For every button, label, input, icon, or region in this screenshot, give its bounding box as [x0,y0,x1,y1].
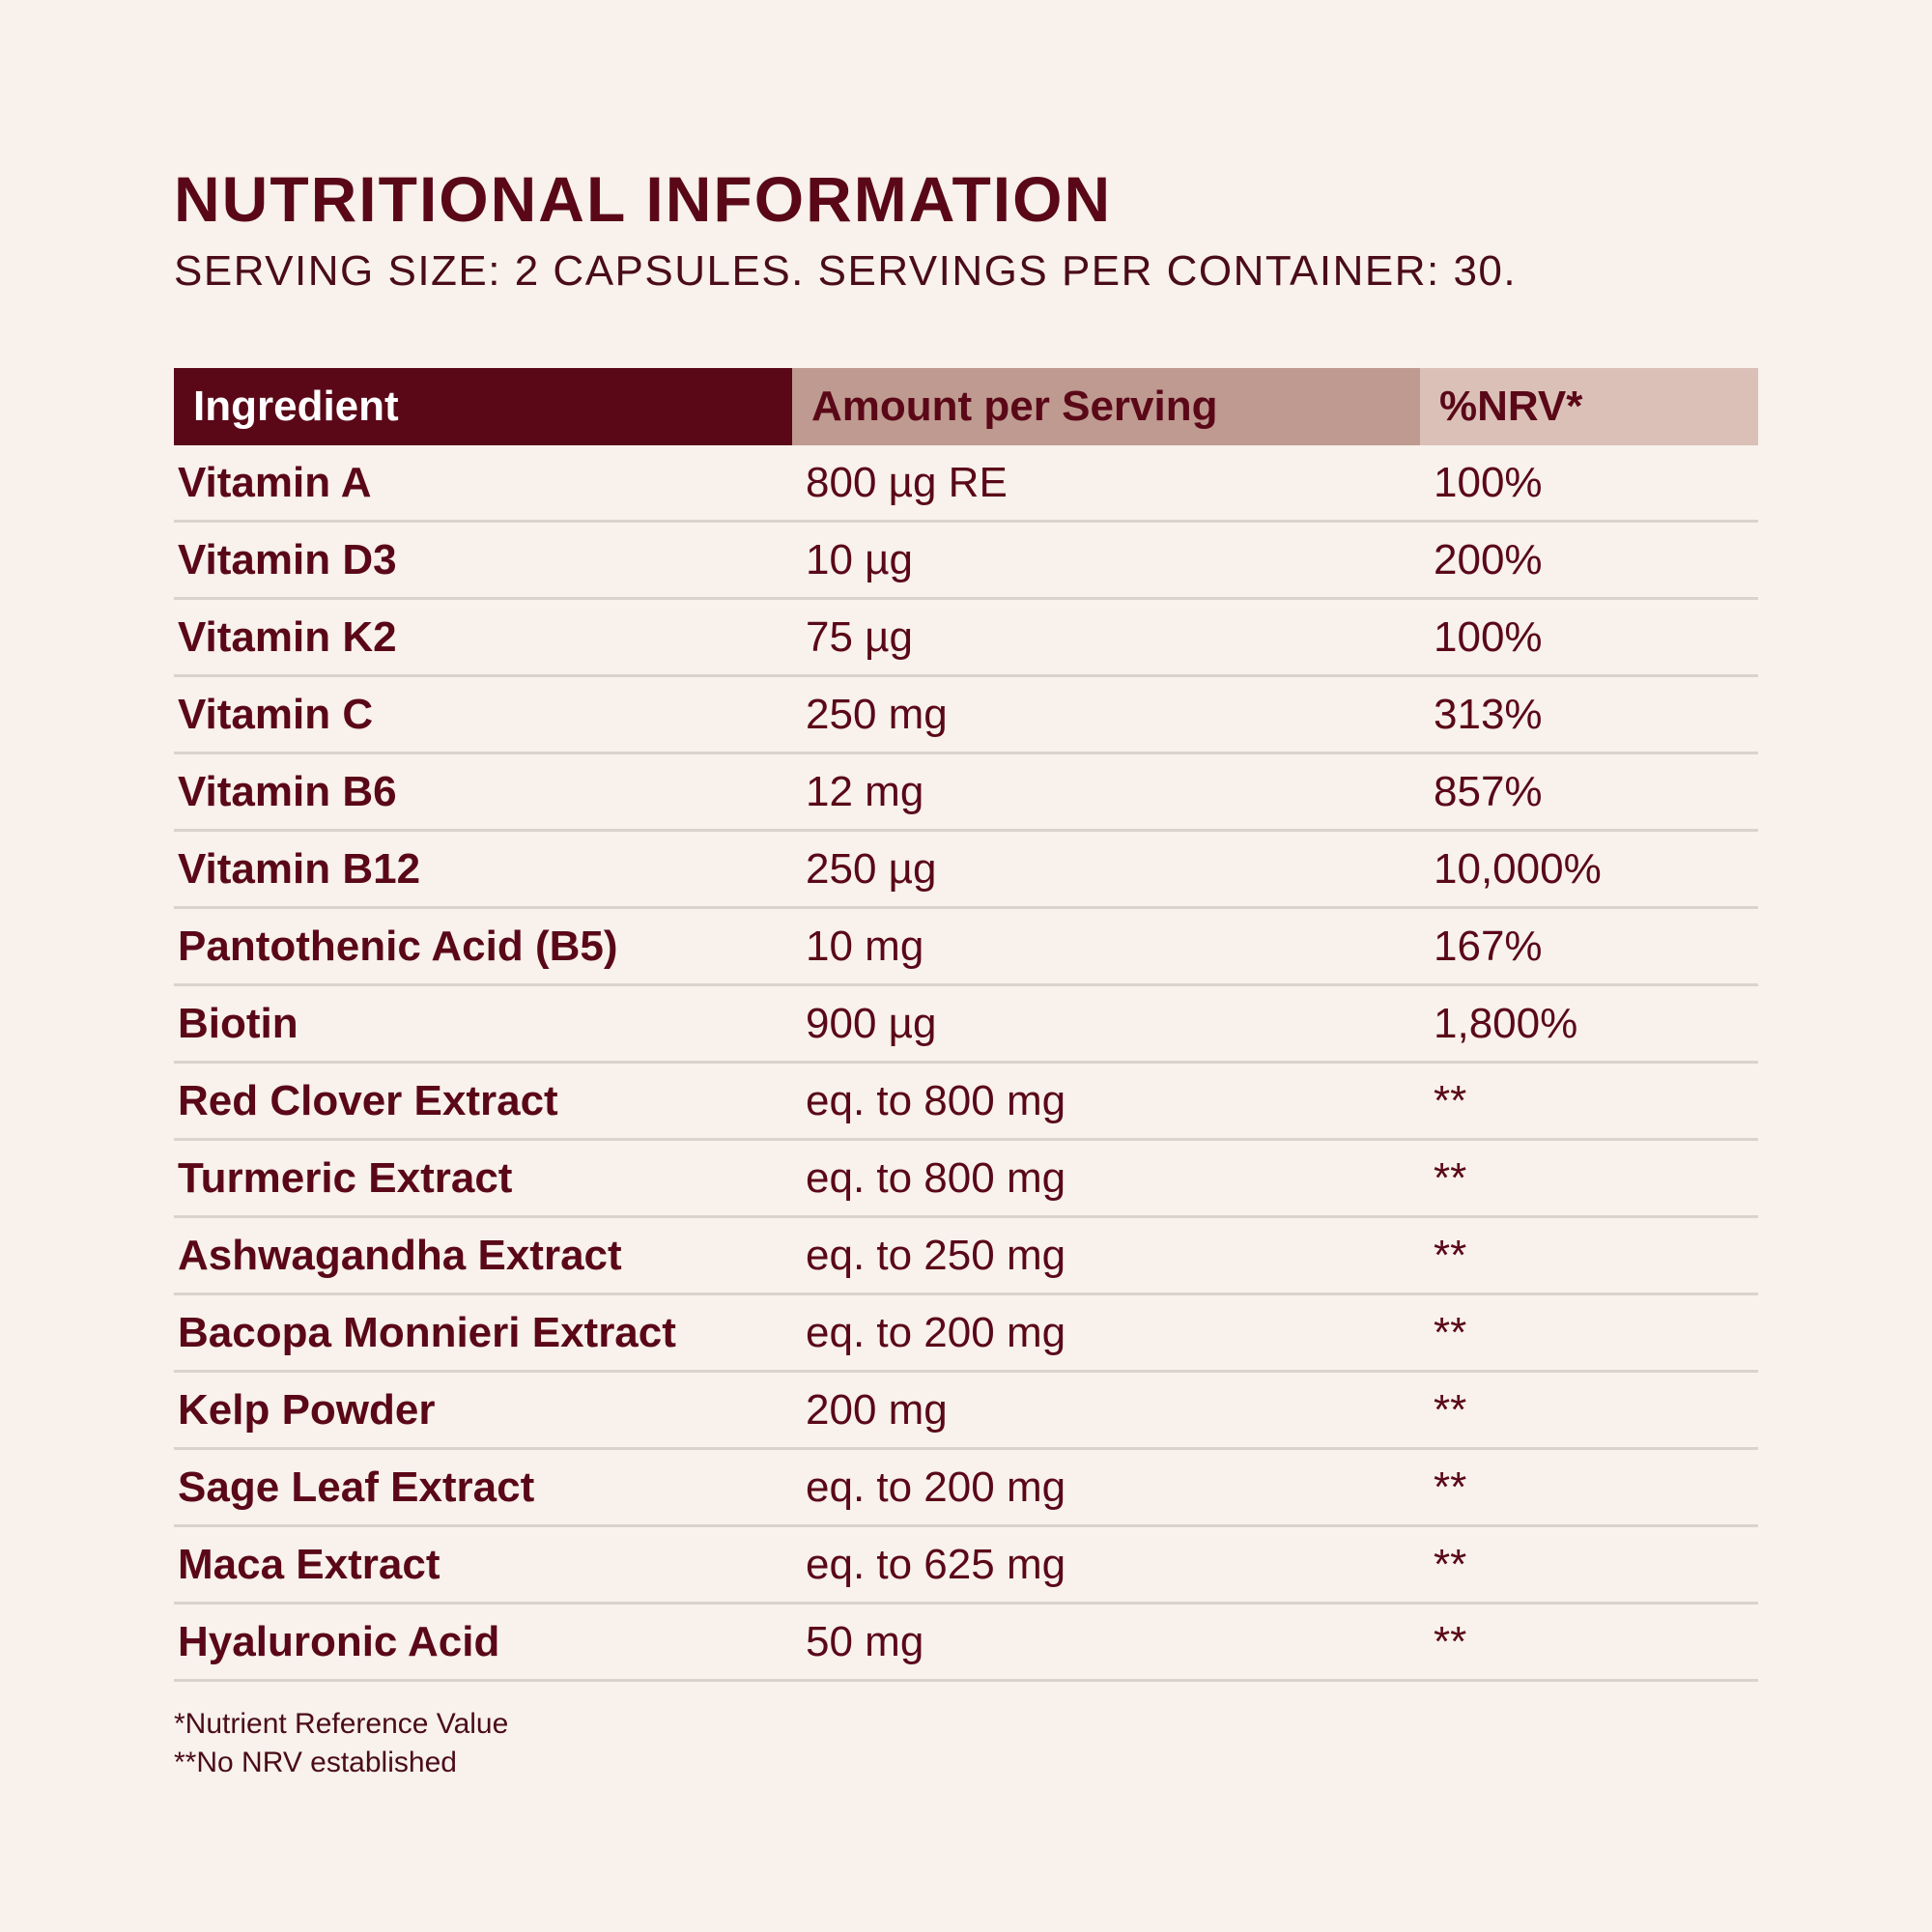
table-row: Maca Extract eq. to 625 mg ** [174,1527,1758,1605]
cell-amount: eq. to 800 mg [806,1153,1066,1202]
cell-ingredient: Pantothenic Acid (B5) [178,922,618,970]
page-title: NUTRITIONAL INFORMATION [174,163,1113,235]
cell-nrv: 857% [1434,767,1543,815]
table-row: Sage Leaf Extract eq. to 200 mg ** [174,1450,1758,1527]
serving-info: SERVING SIZE: 2 CAPSULES. SERVINGS PER C… [174,247,1518,295]
cell-nrv: ** [1434,1308,1467,1356]
cell-nrv: ** [1434,1540,1467,1588]
cell-nrv: ** [1434,1385,1467,1434]
cell-amount: 900 µg [806,999,937,1047]
cell-ingredient: Vitamin B12 [178,844,421,893]
table-row: Vitamin D3 10 µg 200% [174,523,1758,600]
cell-ingredient: Hyaluronic Acid [178,1617,500,1665]
cell-nrv: ** [1434,1617,1467,1665]
table-row: Vitamin K2 75 µg 100% [174,600,1758,677]
cell-amount: 250 µg [806,844,937,893]
cell-nrv: 10,000% [1434,844,1602,893]
cell-amount: 200 mg [806,1385,948,1434]
cell-ingredient: Sage Leaf Extract [178,1463,535,1511]
cell-ingredient: Maca Extract [178,1540,440,1588]
header-nrv: %NRV* [1420,368,1758,445]
cell-amount: 800 µg RE [806,458,1008,506]
table-row: Ashwagandha Extract eq. to 250 mg ** [174,1218,1758,1295]
header-ingredient: Ingredient [174,368,792,445]
cell-ingredient: Vitamin A [178,458,372,506]
table-row: Turmeric Extract eq. to 800 mg ** [174,1141,1758,1218]
table-row: Hyaluronic Acid 50 mg ** [174,1605,1758,1682]
table-row: Pantothenic Acid (B5) 10 mg 167% [174,909,1758,986]
table-row: Vitamin C 250 mg 313% [174,677,1758,754]
cell-amount: 75 µg [806,612,913,661]
cell-amount: 250 mg [806,690,948,738]
cell-nrv: 100% [1434,458,1543,506]
cell-nrv: ** [1434,1463,1467,1511]
table-body: Vitamin A 800 µg RE 100% Vitamin D3 10 µg 200… [174,445,1758,1682]
cell-ingredient: Turmeric Extract [178,1153,513,1202]
cell-ingredient: Vitamin K2 [178,612,397,661]
cell-ingredient: Vitamin B6 [178,767,397,815]
footnote-nrv: *Nutrient Reference Value [174,1708,509,1740]
table-row: Bacopa Monnieri Extract eq. to 200 mg ** [174,1295,1758,1373]
cell-amount: eq. to 800 mg [806,1076,1066,1124]
table-row: Vitamin A 800 µg RE 100% [174,445,1758,523]
cell-ingredient: Bacopa Monnieri Extract [178,1308,676,1356]
cell-amount: 10 mg [806,922,924,970]
cell-nrv: 100% [1434,612,1543,661]
table-row: Red Clover Extract eq. to 800 mg ** [174,1064,1758,1141]
cell-nrv: 1,800% [1434,999,1578,1047]
cell-amount: 12 mg [806,767,924,815]
cell-nrv: 200% [1434,535,1543,583]
cell-nrv: 167% [1434,922,1543,970]
cell-nrv: 313% [1434,690,1543,738]
table-row: Kelp Powder 200 mg ** [174,1373,1758,1450]
cell-ingredient: Ashwagandha Extract [178,1231,622,1279]
cell-amount: eq. to 200 mg [806,1308,1066,1356]
cell-ingredient: Vitamin D3 [178,535,397,583]
table-row: Biotin 900 µg 1,800% [174,986,1758,1064]
table-row: Vitamin B12 250 µg 10,000% [174,832,1758,909]
cell-amount: eq. to 250 mg [806,1231,1066,1279]
footnote-no-nrv: **No NRV established [174,1747,457,1778]
cell-ingredient: Kelp Powder [178,1385,436,1434]
header-amount: Amount per Serving [792,368,1420,445]
cell-ingredient: Vitamin C [178,690,374,738]
nutrition-table: Ingredient Amount per Serving %NRV* Vita… [174,368,1758,1682]
cell-nrv: ** [1434,1231,1467,1279]
table-row: Vitamin B6 12 mg 857% [174,754,1758,832]
cell-nrv: ** [1434,1153,1467,1202]
cell-amount: eq. to 200 mg [806,1463,1066,1511]
cell-amount: 50 mg [806,1617,924,1665]
cell-ingredient: Red Clover Extract [178,1076,558,1124]
cell-ingredient: Biotin [178,999,298,1047]
cell-amount: 10 µg [806,535,913,583]
cell-amount: eq. to 625 mg [806,1540,1066,1588]
table-header: Ingredient Amount per Serving %NRV* [174,368,1758,445]
cell-nrv: ** [1434,1076,1467,1124]
